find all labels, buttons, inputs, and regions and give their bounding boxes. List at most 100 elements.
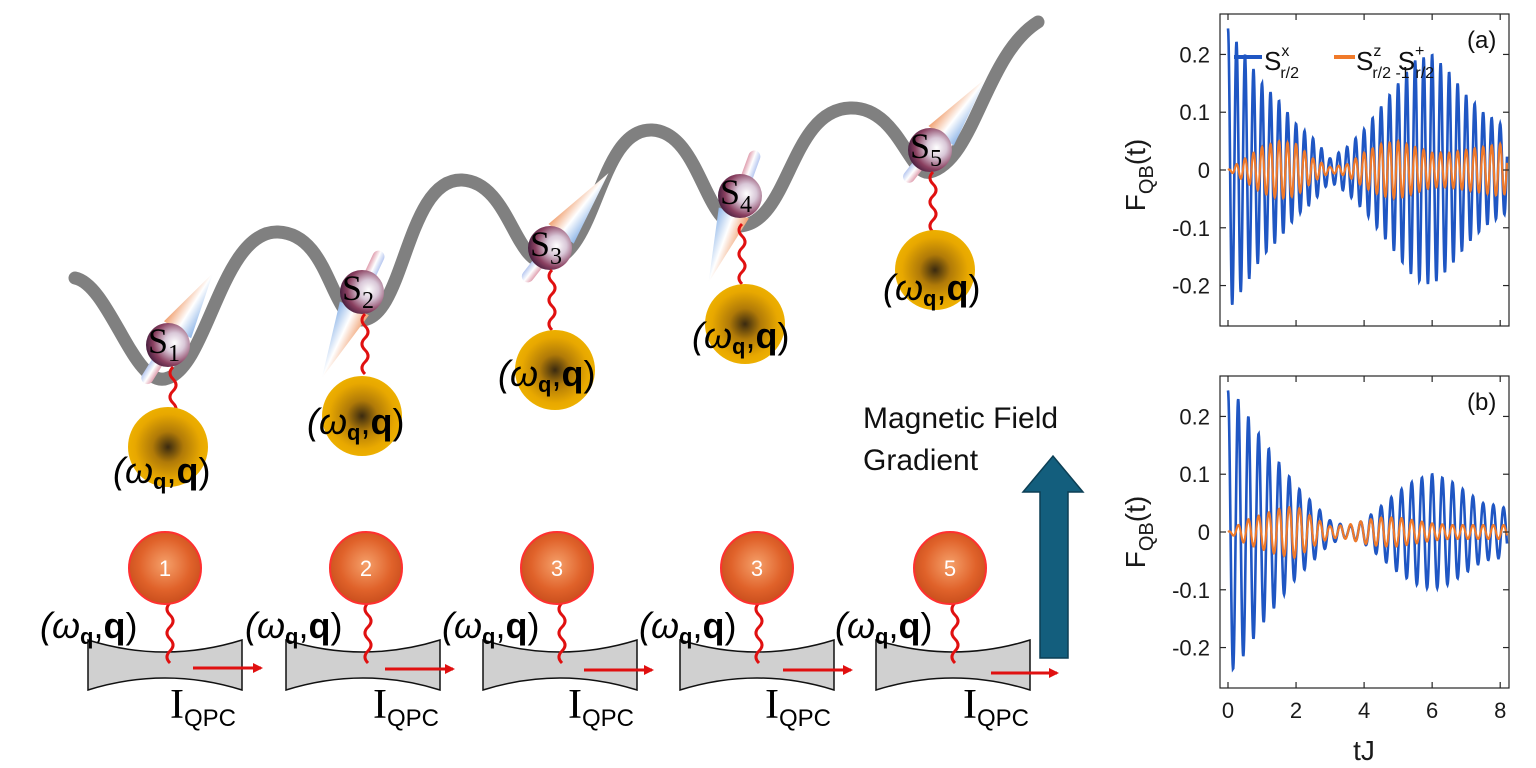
y-tick-label: 0.2 [1179, 404, 1210, 429]
coupling-wave [950, 601, 960, 665]
svg-text:S4: S4 [720, 172, 752, 218]
spin-sphere [528, 226, 572, 270]
x-tick-label: 0 [1222, 698, 1234, 723]
y-tick-label: 0 [1198, 520, 1210, 545]
spin-sphere [340, 270, 384, 314]
x-axis-label: tJ [1353, 735, 1375, 766]
qpc-boson-label: (ωq,q) [835, 605, 933, 649]
y-tick-label: 0.1 [1179, 462, 1210, 487]
qpc-unit-4: (ωq,q) 3 IQPC [639, 531, 853, 732]
svg-text:S5: S5 [910, 126, 942, 172]
coupling-wave [165, 601, 175, 665]
coupling-wave [737, 222, 747, 286]
series-line-1 [1226, 28, 1509, 305]
spin-sphere [146, 323, 190, 367]
qpc-constriction [679, 638, 835, 692]
panel-label: (b) [1467, 389, 1496, 416]
coupling-wave [754, 601, 764, 665]
series-group [1226, 28, 1509, 305]
boson-label: (ωq,q) [692, 315, 790, 359]
y-tick-label: -0.1 [1172, 578, 1210, 603]
x-tick-label: 2 [1290, 698, 1302, 723]
qpc-unit-2: (ωq,q) 2 IQPC [245, 531, 455, 732]
quantum-dot [913, 531, 987, 605]
chart-panel-a: 0.2 0.1 0 -0.1 -0.2 (a) FQB(t) Sx r/2 Sz r/2 -… [1120, 13, 1510, 327]
coupling-wave [928, 170, 938, 234]
spin-chain-diagram: S1 (ωq,q) S2 (ωq,q) S3 [68, 15, 1045, 494]
boson-mode [895, 230, 975, 310]
current-label: IQPC [568, 682, 634, 732]
coupling-wave [557, 601, 567, 665]
boson-mode [705, 284, 785, 364]
y-axis-label: FQB(t) [1120, 139, 1158, 211]
chart-panel-b: 0.2 0.1 0 -0.1 -0.2 0 2 4 6 8 (b) FQB(t) tJ [1120, 375, 1510, 766]
qpc-unit-3: (ωq,q) 3 IQPC [442, 531, 654, 732]
qpc-constriction [87, 638, 243, 692]
boson-label: (ωq,q) [113, 450, 211, 494]
quantum-dot [329, 531, 403, 605]
dot-number: 2 [360, 556, 372, 581]
dot-number: 3 [551, 556, 563, 581]
series-line-2 [1227, 138, 1509, 201]
series-group [1226, 390, 1509, 673]
qpc-boson-label: (ωq,q) [245, 605, 343, 649]
y-tick-label: 0.1 [1179, 100, 1210, 125]
spin-1: S1 (ωq,q) [113, 272, 214, 494]
y-tick-label: -0.2 [1172, 274, 1210, 299]
x-ticks: 0 2 4 6 8 [1222, 376, 1506, 723]
qpc-constriction [285, 638, 441, 692]
spin-sphere [718, 174, 762, 218]
y-ticks: 0.2 0.1 0 -0.1 -0.2 [1172, 404, 1509, 661]
x-tick-label: 4 [1358, 698, 1370, 723]
y-tick-label: -0.1 [1172, 216, 1210, 241]
dot-number: 5 [944, 556, 956, 581]
legend-label-sx: Sx r/2 [1264, 43, 1299, 82]
coupling-wave [360, 312, 370, 376]
current-label: IQPC [963, 682, 1029, 732]
coupling-wave [363, 601, 373, 665]
x-tick-label: 8 [1494, 698, 1506, 723]
legend: Sx r/2 Sz r/2 -1S+ r/2 [1234, 43, 1434, 82]
magnetic-field-gradient: Magnetic Field Gradient [863, 402, 1085, 659]
x-tick-label: 6 [1426, 698, 1438, 723]
spin-3: S3 (ωq,q) [498, 173, 609, 410]
gradient-label-line1: Magnetic Field [863, 402, 1058, 435]
current-label: IQPC [373, 682, 439, 732]
boson-label: (ωq,q) [307, 401, 405, 445]
panel-label: (a) [1467, 27, 1496, 54]
quantum-dot [520, 531, 594, 605]
svg-text:S1: S1 [148, 321, 180, 367]
spin-sphere [908, 128, 952, 172]
gradient-label-line2: Gradient [863, 444, 979, 477]
legend-label-sz: Sz r/2 -1S+ r/2 [1356, 43, 1434, 82]
quantum-dot [128, 531, 202, 605]
qpc-unit-5: (ωq,q) 5 IQPC [835, 531, 1059, 732]
y-axis-label: FQB(t) [1120, 496, 1158, 568]
qpc-constriction [482, 638, 638, 692]
svg-text:S2: S2 [342, 268, 374, 314]
series-line-2 [1227, 505, 1509, 560]
svg-text:S3: S3 [530, 224, 562, 270]
boson-mode [515, 330, 595, 410]
coupling-wave [547, 268, 557, 332]
y-ticks: 0.2 0.1 0 -0.1 -0.2 [1172, 42, 1509, 299]
spin-2: S2 (ωq,q) [307, 250, 405, 456]
current-label: IQPC [170, 682, 236, 732]
current-label: IQPC [765, 682, 831, 732]
qpc-row: (ωq,q) 1 IQPC (ωq,q) 2 IQPC (ωq,q) 3 IQP… [40, 531, 1059, 732]
qpc-boson-label: (ωq,q) [442, 605, 540, 649]
spin-5: S5 (ωq,q) [883, 77, 987, 311]
y-tick-label: 0 [1198, 158, 1210, 183]
qpc-constriction [875, 638, 1031, 692]
boson-mode [322, 376, 402, 456]
boson-mode [128, 407, 208, 487]
spin-4: S4 (ωq,q) [692, 150, 790, 364]
potential-landscape [68, 15, 1045, 386]
quantum-dot [720, 531, 794, 605]
y-tick-label: -0.2 [1172, 636, 1210, 661]
x-ticks [1227, 14, 1501, 326]
qpc-unit-1: (ωq,q) 1 IQPC [40, 531, 263, 732]
dot-number: 1 [159, 556, 171, 581]
qpc-boson-label: (ωq,q) [639, 605, 737, 649]
